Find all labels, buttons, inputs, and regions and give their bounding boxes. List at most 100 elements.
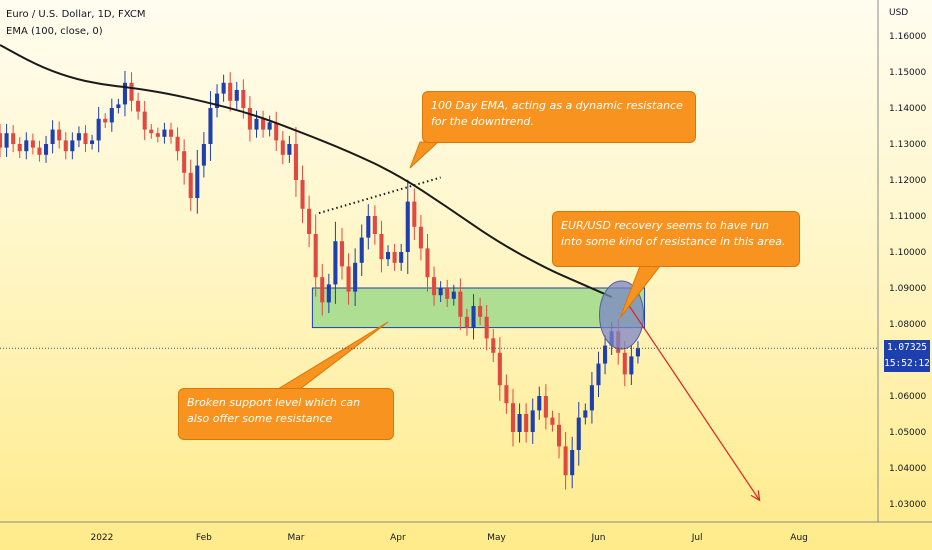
candle-body: [346, 266, 351, 292]
candle-body: [195, 165, 200, 198]
support-callout-pointer: [276, 321, 389, 390]
price-tick-label: 1.13000: [889, 140, 926, 150]
candle-body: [339, 241, 345, 267]
price-tick-label: 1.15000: [889, 68, 926, 78]
candle-body: [524, 414, 529, 432]
candle-body: [261, 118, 266, 130]
time-tick-label: Feb: [196, 533, 212, 543]
candle-body: [432, 277, 437, 296]
candle-body: [30, 140, 35, 148]
candle-body: [635, 348, 640, 357]
candle-body: [50, 129, 55, 144]
price-tick-label: 1.09000: [889, 284, 926, 294]
candle-body: [221, 82, 226, 94]
candle-body: [412, 201, 417, 227]
candle-body: [228, 82, 233, 101]
candle-body: [313, 234, 318, 278]
time-tick-label: Jul: [691, 533, 703, 543]
candle-body: [570, 450, 575, 476]
candle-body: [622, 352, 627, 375]
candle-body: [464, 316, 469, 328]
candle-body: [399, 252, 404, 263]
candle-body: [320, 277, 325, 303]
currency-label[interactable]: USD: [889, 8, 909, 18]
candle-body: [214, 93, 220, 108]
bar-countdown: 15:52:12: [884, 358, 930, 370]
candle-body: [201, 144, 206, 166]
candle-body: [629, 356, 634, 375]
candle-body: [155, 133, 160, 137]
time-tick-label: Mar: [287, 533, 304, 543]
recovery-annotation[interactable]: EUR/USD recovery seems to have run into …: [552, 211, 800, 267]
price-tick-label: 1.04000: [889, 464, 926, 474]
candle-body: [451, 291, 456, 299]
candle-body: [530, 410, 535, 432]
candle-body: [76, 133, 81, 141]
last-price-tag: 1.07325 15:52:12: [884, 340, 930, 373]
candle-body: [307, 208, 312, 234]
symbol-title[interactable]: Euro / U.S. Dollar, 1D, FXCM: [6, 9, 146, 20]
ema-annotation[interactable]: 100 Day EMA, acting as a dynamic resista…: [422, 91, 696, 143]
price-tick-label: 1.10000: [889, 248, 926, 258]
candle-body: [287, 144, 292, 155]
price-tick-label: 1.03000: [889, 500, 926, 510]
candle-body: [471, 306, 476, 328]
candle-body: [379, 234, 384, 260]
ema-callout-pointer: [409, 141, 440, 169]
candle-body: [418, 226, 423, 249]
candle-body: [37, 147, 42, 155]
candle-body: [478, 306, 483, 317]
candle-body: [162, 129, 167, 137]
price-tick-label: 1.11000: [889, 212, 926, 222]
candle-body: [90, 140, 95, 144]
candle-body: [175, 136, 180, 152]
candle-body: [83, 133, 88, 144]
price-tick-label: 1.14000: [889, 104, 926, 114]
candle-body: [353, 262, 358, 292]
candle-body: [504, 385, 509, 404]
candle-body: [280, 140, 285, 155]
support-annotation[interactable]: Broken support level which can also offe…: [178, 388, 394, 440]
candle-body: [0, 133, 3, 148]
candle-body: [300, 180, 305, 209]
price-tick-label: 1.05000: [889, 428, 926, 438]
indicator-legend[interactable]: EMA (100, close, 0): [6, 26, 103, 37]
ema-100-line: [0, 44, 613, 298]
candle-body: [109, 108, 114, 123]
candle-body: [122, 82, 127, 105]
candle-body: [168, 129, 174, 137]
candle-body: [438, 288, 443, 296]
candle-body: [385, 252, 391, 260]
candle-body: [103, 118, 108, 123]
candle-body: [43, 144, 49, 155]
price-tick-label: 1.06000: [889, 392, 926, 402]
candle-body: [208, 108, 213, 144]
candle-body: [149, 129, 154, 134]
candle-body: [4, 133, 9, 148]
candle-body: [596, 363, 601, 386]
price-tick-label: 1.12000: [889, 176, 926, 186]
candle-body: [96, 118, 101, 141]
candle-body: [491, 338, 496, 353]
time-tick-label: Apr: [390, 533, 406, 543]
candle-body: [563, 446, 568, 476]
candle-body: [537, 396, 542, 411]
price-tick-label: 1.08000: [889, 320, 926, 330]
price-tick-label: 1.16000: [889, 32, 926, 42]
candle-body: [576, 417, 581, 450]
candle-body: [24, 140, 29, 152]
candle-body: [129, 82, 134, 101]
candle-body: [267, 122, 272, 130]
last-price-value: 1.07325: [886, 342, 928, 354]
candle-body: [497, 352, 502, 386]
candle-body: [550, 417, 555, 425]
candle-body: [234, 90, 239, 101]
candle-body: [17, 144, 22, 152]
candle-body: [293, 144, 298, 180]
candle-body: [603, 345, 608, 364]
time-tick-label: Jun: [590, 533, 605, 543]
candle-body: [188, 172, 193, 198]
